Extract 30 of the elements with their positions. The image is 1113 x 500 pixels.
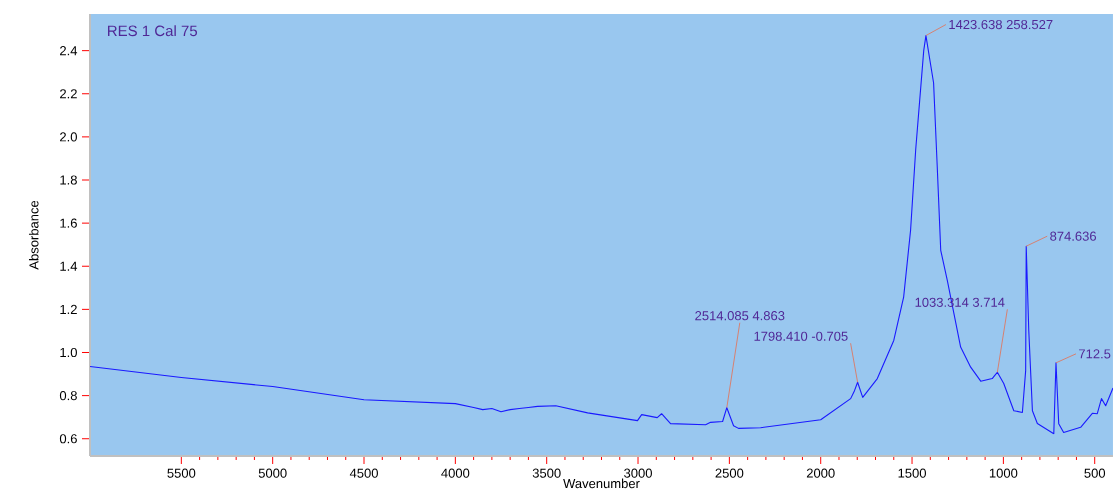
y-tick-label: 0.8 — [59, 391, 77, 401]
x-tick-label: 3000 — [624, 468, 652, 478]
x-tick-label: 3500 — [532, 468, 561, 478]
x-tick-label: 500 — [1084, 468, 1106, 478]
x-tick-label: 5000 — [258, 468, 287, 478]
y-axis-title: Absorbance — [28, 200, 39, 270]
annotation: 1798.410 -0.705 — [754, 331, 848, 341]
y-tick-label: 1.4 — [60, 261, 78, 271]
y-tick-label: 1.0 — [60, 347, 77, 358]
y-tick-label: 2.2 — [60, 89, 77, 99]
x-tick-label: 5500 — [167, 468, 196, 478]
annotation: 874.636 — [1050, 231, 1097, 241]
y-tick-label: 1.6 — [60, 218, 77, 228]
y-tick-label: 0.6 — [59, 434, 77, 444]
x-axis-title: Wavenumber — [563, 478, 640, 489]
x-tick-label: 2000 — [806, 468, 835, 478]
x-tick-label: 1500 — [898, 468, 926, 478]
y-tick-label: 1.8 — [60, 175, 77, 185]
x-tick-label: 4000 — [441, 468, 470, 478]
y-tick-label: 1.2 — [60, 304, 77, 314]
x-tick-label: 2500 — [715, 468, 744, 478]
text: RES 1 Cal 75 — [108, 25, 198, 37]
x-tick-label: 4500 — [349, 468, 378, 478]
y-tick-label: 2.0 — [60, 132, 77, 142]
annotation: 712.5 — [1079, 349, 1111, 359]
x-tick-label: 1000 — [989, 468, 1018, 478]
annotation: 1423.638 258.527 — [949, 19, 1053, 30]
annotation: 2514.085 4.863 — [695, 311, 785, 321]
y-tick-label: 2.4 — [60, 46, 78, 56]
line-series — [89, 35, 1113, 435]
